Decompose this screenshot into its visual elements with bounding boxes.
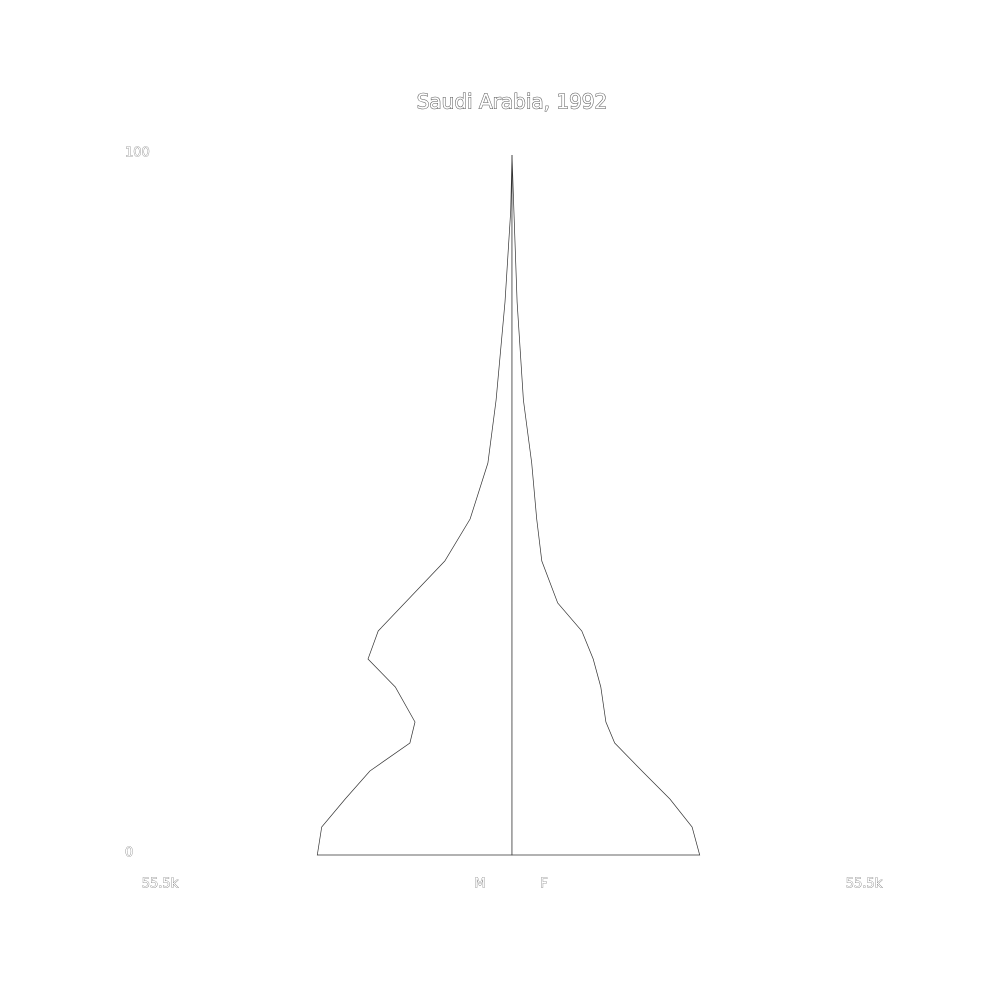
legend-label: F (540, 877, 547, 892)
y-tick-label: 0 (125, 846, 133, 861)
population-area (511, 154, 701, 856)
y-tick-label: 100 (125, 146, 150, 161)
population-area (316, 154, 513, 856)
legend-label: M (474, 877, 485, 892)
x-tick-label: 55.5k (846, 877, 883, 892)
x-tick-label: 55.5k (142, 877, 179, 892)
chart-title: Saudi Arabia, 1992 (417, 90, 608, 114)
